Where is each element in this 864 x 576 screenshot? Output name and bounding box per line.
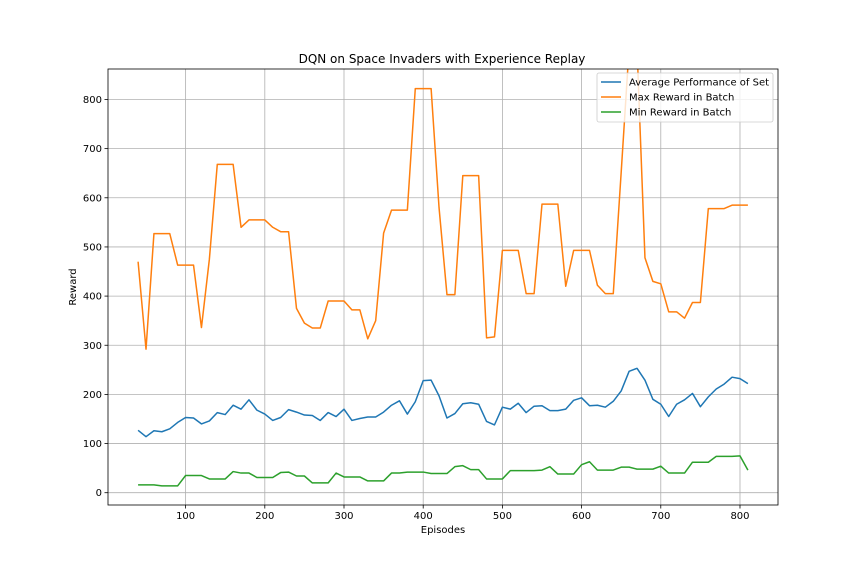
y-axis-label: Reward bbox=[68, 268, 79, 305]
y-tick-label: 200 bbox=[83, 390, 102, 401]
x-tick-label: 500 bbox=[493, 511, 512, 522]
ticks: 100 200 300 400 500 600 700 800 0 100 200 300 400 500… bbox=[83, 95, 750, 522]
y-tick-label: 700 bbox=[83, 144, 102, 155]
plot-frame bbox=[107, 68, 779, 506]
x-tick-label: 400 bbox=[414, 511, 433, 522]
legend-label-1: Average Performance of Set bbox=[629, 78, 769, 89]
chart-title: DQN on Space Invaders with Experience Re… bbox=[299, 52, 586, 66]
x-tick-label: 100 bbox=[176, 511, 195, 522]
x-tick-label: 300 bbox=[334, 511, 353, 522]
legend-label-2: Max Reward in Batch bbox=[629, 93, 734, 104]
y-tick-label: 0 bbox=[96, 488, 102, 499]
y-tick-label: 800 bbox=[83, 95, 102, 106]
x-tick-label: 700 bbox=[651, 511, 670, 522]
y-tick-label: 100 bbox=[83, 439, 102, 450]
series-line-1 bbox=[137, 367, 749, 438]
x-tick-label: 600 bbox=[572, 511, 591, 522]
series-line-3 bbox=[138, 455, 749, 487]
legend-label-3: Min Reward in Batch bbox=[629, 108, 731, 119]
series-line-2 bbox=[137, 69, 748, 350]
legend: Average Performance of Set Max Reward in … bbox=[596, 72, 774, 123]
y-tick-label: 600 bbox=[83, 193, 102, 204]
y-tick-label: 400 bbox=[83, 292, 102, 303]
series-layer bbox=[137, 69, 749, 487]
x-axis-label: Episodes bbox=[421, 525, 465, 536]
legend-box bbox=[596, 72, 774, 123]
y-tick-label: 300 bbox=[83, 341, 102, 352]
y-tick-label: 500 bbox=[83, 242, 102, 253]
x-tick-label: 800 bbox=[730, 511, 749, 522]
x-tick-label: 200 bbox=[255, 511, 274, 522]
